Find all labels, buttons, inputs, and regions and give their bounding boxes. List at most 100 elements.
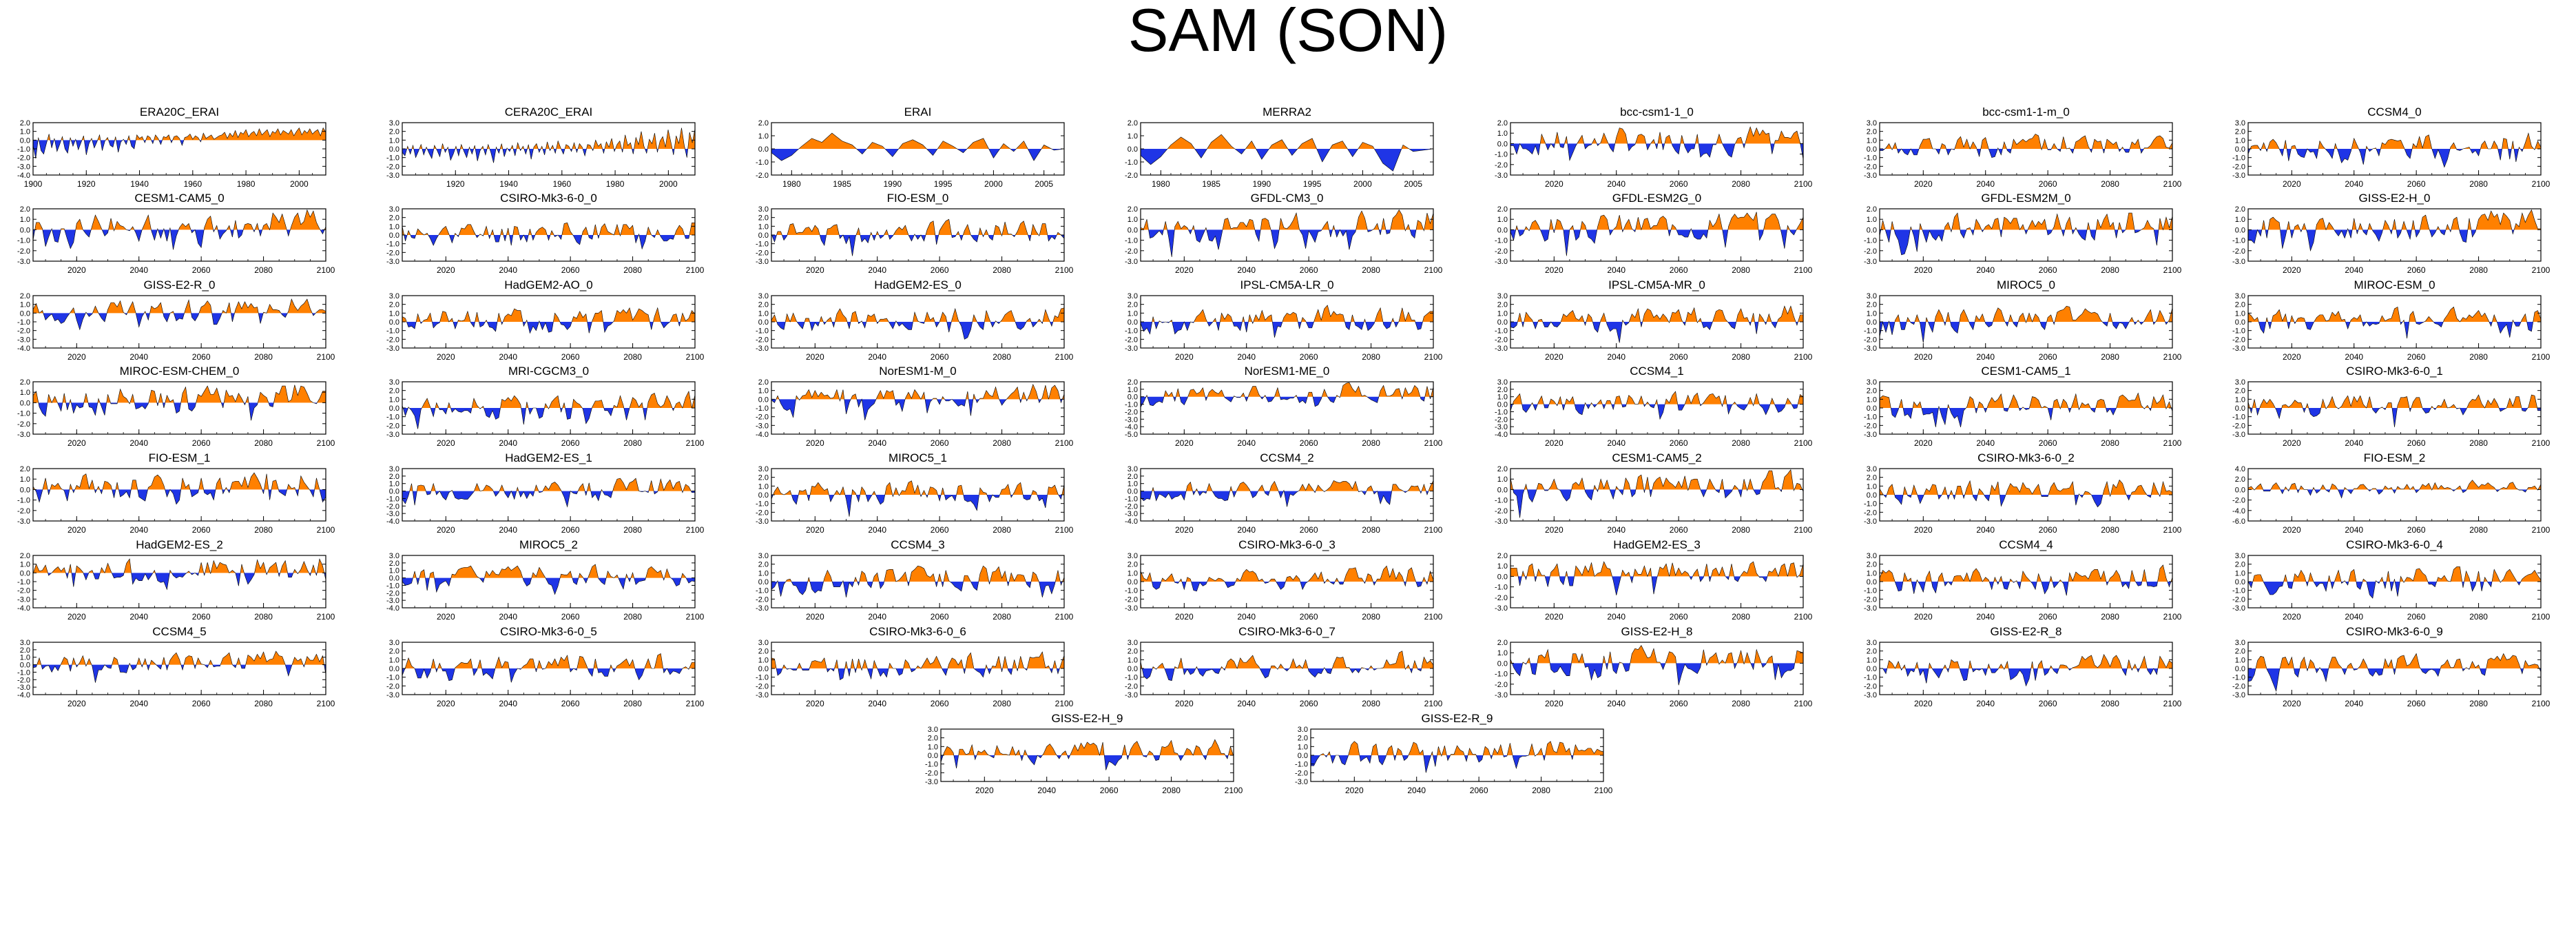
x-tick-label: 2060	[2407, 612, 2426, 622]
x-tick-label: 2060	[192, 438, 211, 448]
y-tick-label: 0.0	[1497, 486, 1508, 494]
y-tick-label: -2.0	[1495, 416, 1508, 424]
y-tick-label: -3.0	[17, 163, 30, 171]
positive-anomaly-area	[1880, 564, 2172, 582]
panel-title: MIROC5_2	[519, 538, 578, 551]
y-tick-label: -2.0	[1495, 507, 1508, 515]
x-tick-label: 2100	[2532, 179, 2551, 189]
y-tick-label: -3.0	[1125, 345, 1138, 353]
x-tick-label: 2080	[2101, 699, 2119, 708]
y-tick-label: -1.0	[1495, 237, 1508, 245]
positive-anomaly-area	[402, 391, 695, 408]
x-tick-label: 2080	[993, 265, 1011, 275]
y-tick-label: 2.0	[20, 646, 30, 655]
negative-anomaly-area	[2248, 668, 2541, 691]
y-tick-label: -2.0	[1125, 682, 1138, 690]
panel-csiro-mk3-6-0-5: CSIRO-Mk3-6-0_5 3.02.01.00.0-1.0-2.0-3.0 2…	[386, 625, 705, 708]
y-tick-label: 2.0	[2235, 128, 2245, 136]
y-tick-label: -2.0	[756, 249, 769, 257]
y-tick-label: 1.0	[1867, 396, 1877, 404]
plot-frame	[1510, 122, 1804, 176]
y-tick-label: 1.0	[1128, 216, 1138, 224]
positive-anomaly-area	[2248, 133, 2541, 149]
plot-frame	[2247, 468, 2542, 522]
x-tick-label: 2020	[2283, 612, 2301, 622]
y-tick-label: 3.0	[2235, 292, 2245, 300]
y-tick-label: 2.0	[1867, 128, 1877, 136]
panel-title: ERAI	[904, 105, 932, 119]
negative-anomaly-area	[771, 322, 1064, 340]
series-line	[402, 653, 695, 683]
x-tick-label: 1990	[884, 179, 902, 189]
panel-title: MIROC-ESM_0	[2354, 278, 2435, 291]
series-line	[1879, 212, 2173, 256]
y-tick-label: -1.0	[17, 410, 30, 418]
x-tick-label: 2080	[1732, 265, 1750, 275]
plot-frame	[32, 555, 326, 608]
y-tick-label: 2.0	[389, 560, 399, 568]
x-tick-label: 2040	[1237, 265, 1256, 275]
panel-cesm1-cam5-2: CESM1-CAM5_2 2.0 1.0 0.0 -1.0 -2.0 -3.0 2020 204…	[1495, 451, 1813, 535]
y-tick-label: 0.0	[20, 486, 30, 494]
y-tick-label: 1.0	[1497, 130, 1508, 138]
y-tick-label: 0.0	[20, 309, 30, 318]
panel-gfdl-esm2m-0: GFDL-ESM2M_0 2.0 1.0 0.0 -1.0 -2.0 -3.0 2020 204…	[1864, 192, 2182, 275]
x-tick-label: 2100	[317, 352, 335, 362]
positive-anomaly-area	[1880, 654, 2172, 668]
x-tick-label: 2020	[1545, 438, 1564, 448]
y-tick-label: 0.0	[2235, 405, 2245, 413]
positive-anomaly-area	[1141, 382, 1433, 397]
panel-title: CSIRO-Mk3-6-0_0	[500, 192, 597, 205]
panel-giss-e2-r-9: GISS-E2-R_9 3.02.01.00.0-1.0-2.0-3.0 2020 2…	[1295, 712, 1613, 795]
y-tick-label: 1.0	[1867, 309, 1877, 318]
series-line	[1880, 134, 2173, 158]
x-tick-label: 2020	[1175, 438, 1194, 448]
y-tick-label: 3.0	[1867, 552, 1877, 560]
y-tick-label: 1.0	[20, 561, 30, 569]
y-tick-label: -1.0	[1864, 154, 1877, 163]
positive-anomaly-area	[2248, 307, 2541, 322]
panel-csiro-mk3-6-0-4: CSIRO-Mk3-6-0_4 3.02.01.00.0-1.0-2.0-3.0 2…	[2232, 538, 2551, 622]
panel-erai: ERAI 2.0 1.0 0.0 -1.0 -2.0 1980 1985 1990 1995 200…	[756, 105, 1065, 189]
negative-anomaly-area	[771, 495, 1064, 517]
y-tick-label: 2.0	[389, 648, 399, 656]
series-line	[32, 127, 326, 158]
panel-ipsl-cm5a-mr-0: IPSL-CM5A-MR_0 3.02.01.00.0-1.0-2.0-3.0 20…	[1495, 278, 1813, 362]
y-tick-label: 2.0	[1867, 561, 1877, 569]
x-tick-label: 2040	[129, 438, 148, 448]
y-tick-label: -1.0	[1864, 587, 1877, 595]
x-tick-label: 2080	[623, 525, 642, 535]
plot-frame	[1140, 468, 1434, 522]
y-tick-label: 1.0	[1497, 649, 1508, 657]
x-tick-label: 2020	[806, 699, 824, 708]
y-tick-label: -3.0	[756, 422, 769, 430]
x-tick-label: 2020	[2283, 352, 2301, 362]
y-tick-label: -3.0	[386, 691, 399, 699]
panel-csiro-mk3-6-0-2: CSIRO-Mk3-6-0_2 3.02.01.00.0-1.0-2.0-3.0 2…	[1864, 451, 2182, 535]
x-tick-label: 2020	[437, 265, 455, 275]
negative-anomaly-area	[402, 408, 695, 429]
y-tick-label: -4.0	[386, 604, 399, 613]
y-tick-label: -2.0	[1125, 172, 1138, 180]
positive-anomaly-area	[1880, 480, 2172, 495]
x-tick-label: 2100	[1794, 525, 1813, 535]
positive-anomaly-area	[1510, 391, 1803, 405]
y-tick-label: -1.0	[925, 761, 938, 769]
y-tick-label: -1.0	[386, 582, 399, 590]
series-line	[1311, 741, 1604, 773]
x-tick-label: 2060	[2407, 179, 2426, 189]
x-tick-label: 2040	[499, 265, 517, 275]
negative-anomaly-area	[771, 149, 1064, 161]
y-tick-label: 0.0	[389, 575, 399, 583]
positive-anomaly-area	[402, 127, 695, 149]
x-tick-label: 2100	[1595, 786, 1613, 795]
negative-anomaly-area	[33, 140, 326, 158]
panel-csiro-mk3-6-0-7: CSIRO-Mk3-6-0_7 3.02.01.00.0-1.0-2.0-3.0 2…	[1125, 625, 1443, 708]
x-tick-label: 2100	[1055, 265, 1074, 275]
panel-miroc-esm-chem-0: MIROC-ESM-CHEM_0 2.0 1.0 0.0 -1.0 -2.0 -3.0 202…	[17, 365, 335, 448]
y-tick-label: 2.0	[1128, 301, 1138, 309]
y-tick-label: -2.0	[1864, 682, 1877, 690]
x-tick-label: 1920	[77, 179, 96, 189]
y-tick-label: -2.0	[756, 413, 769, 422]
panel-title: GISS-E2-R_8	[1991, 625, 2062, 638]
